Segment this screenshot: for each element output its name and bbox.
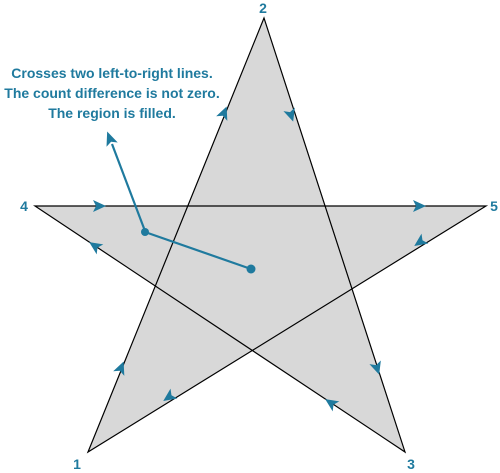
vertex-label-2: 2 (259, 0, 267, 16)
arrow-edge-1-2-upper-icon (216, 106, 228, 121)
arrow-edge-4-5-left-icon (93, 200, 106, 212)
vertex-label-3: 3 (407, 456, 415, 472)
test-rays (110, 143, 252, 271)
arrow-edge-4-5-right-icon (413, 200, 426, 212)
ray-origin-dot (141, 228, 149, 236)
vertex-label-5: 5 (490, 198, 498, 214)
arrow-edge-3-4-lower-icon (325, 399, 340, 412)
vertex-labels: 1 2 3 4 5 (20, 0, 498, 472)
vertex-label-4: 4 (20, 198, 28, 214)
outer-ray-arrowhead-icon (106, 131, 118, 147)
inner-ray (144, 230, 252, 271)
vertex-label-1: 1 (73, 456, 81, 472)
arrow-edge-2-3-upper-icon (283, 107, 295, 122)
direction-arrows (89, 106, 429, 412)
annotation-line-2: The count difference is not zero. (4, 85, 219, 101)
arrow-edge-5-1-lower-icon (163, 388, 178, 401)
arrow-edge-1-2-lower-icon (113, 361, 125, 376)
test-point-dot (246, 264, 256, 274)
arrow-edge-3-4-upper-icon (89, 242, 104, 255)
arrow-edge-2-3-lower-icon (369, 360, 381, 375)
arrow-edge-5-1-upper-icon (414, 233, 429, 246)
annotation: Crosses two left-to-right lines. The cou… (4, 65, 219, 121)
annotation-line-3: The region is filled. (48, 105, 176, 121)
outer-ray (110, 143, 147, 232)
star-shape (33, 16, 489, 454)
annotation-line-1: Crosses two left-to-right lines. (11, 65, 212, 81)
